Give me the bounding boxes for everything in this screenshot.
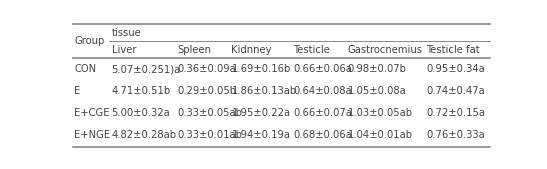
Text: 1.86±0.13ab: 1.86±0.13ab <box>231 87 296 96</box>
Text: 4.82±0.28ab: 4.82±0.28ab <box>112 130 177 140</box>
Text: E: E <box>74 87 80 96</box>
Text: 0.98±0.07b: 0.98±0.07b <box>348 64 406 74</box>
Text: Testicle fat: Testicle fat <box>427 45 480 55</box>
Text: 5.00±0.32a: 5.00±0.32a <box>112 108 171 118</box>
Text: CON: CON <box>74 64 96 74</box>
Text: E+CGE: E+CGE <box>74 108 109 118</box>
Text: 0.95±0.34a: 0.95±0.34a <box>427 64 485 74</box>
Text: 0.33±0.05ab: 0.33±0.05ab <box>178 108 242 118</box>
Text: 1.03±0.05ab: 1.03±0.05ab <box>348 108 413 118</box>
Text: 0.36±0.09a: 0.36±0.09a <box>178 64 236 74</box>
Text: Spleen: Spleen <box>178 45 212 55</box>
Text: Testicle: Testicle <box>293 45 330 55</box>
Text: 0.33±0.01ab: 0.33±0.01ab <box>178 130 242 140</box>
Text: 0.76±0.33a: 0.76±0.33a <box>427 130 485 140</box>
Text: 1.95±0.22a: 1.95±0.22a <box>231 108 290 118</box>
Text: 0.64±0.08a: 0.64±0.08a <box>293 87 352 96</box>
Text: 1.04±0.01ab: 1.04±0.01ab <box>348 130 413 140</box>
Text: 1.69±0.16b: 1.69±0.16b <box>231 64 290 74</box>
Text: tissue: tissue <box>112 28 142 38</box>
Text: 1.94±0.19a: 1.94±0.19a <box>231 130 290 140</box>
Text: Gastrocnemius: Gastrocnemius <box>348 45 423 55</box>
Text: 1.05±0.08a: 1.05±0.08a <box>348 87 406 96</box>
Text: 0.66±0.06a: 0.66±0.06a <box>293 64 352 74</box>
Text: Liver: Liver <box>112 45 136 55</box>
Text: 0.29±0.05b: 0.29±0.05b <box>178 87 236 96</box>
Text: E+NGE: E+NGE <box>74 130 110 140</box>
Text: 0.72±0.15a: 0.72±0.15a <box>427 108 485 118</box>
Text: 4.71±0.51b: 4.71±0.51b <box>112 87 171 96</box>
Text: Kidnney: Kidnney <box>231 45 272 55</box>
Text: 0.74±0.47a: 0.74±0.47a <box>427 87 485 96</box>
Text: 0.66±0.07a: 0.66±0.07a <box>293 108 352 118</box>
Text: 0.68±0.06a: 0.68±0.06a <box>293 130 352 140</box>
Text: Group: Group <box>74 36 104 46</box>
Text: 5.07±0.251)a: 5.07±0.251)a <box>112 64 181 74</box>
